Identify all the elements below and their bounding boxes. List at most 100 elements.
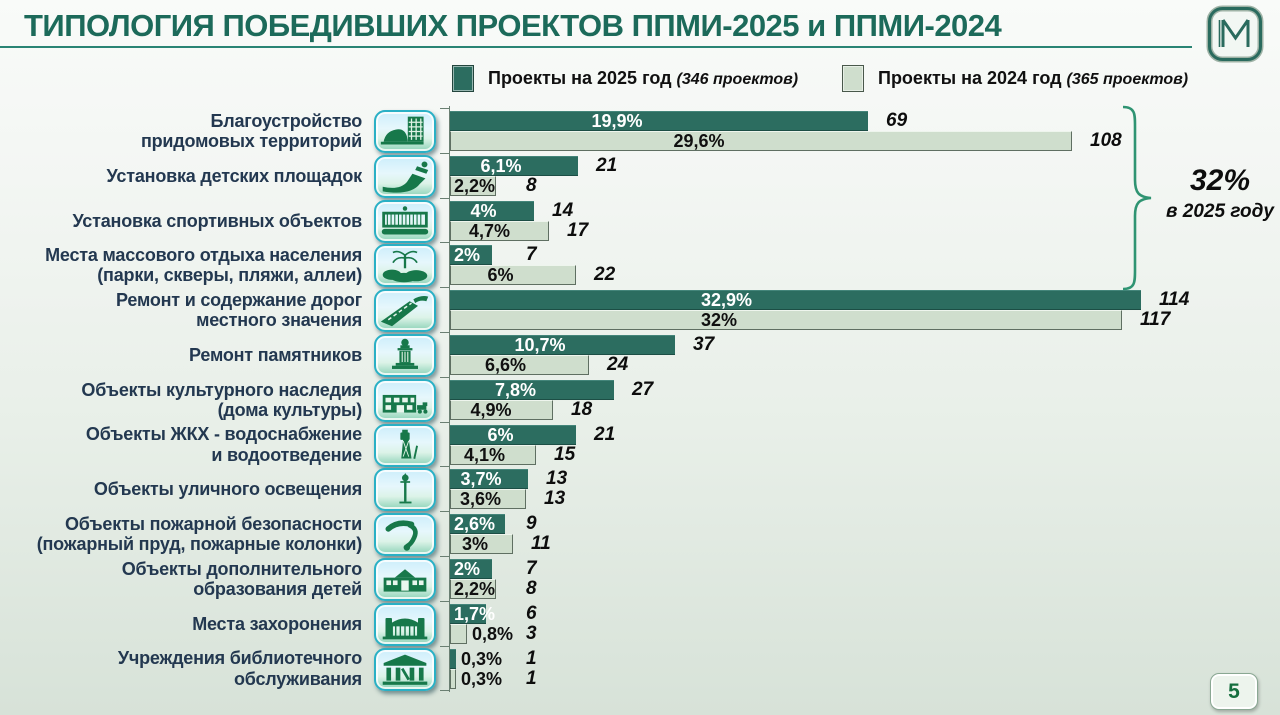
bar-light-row11 [450, 579, 496, 599]
axis-tick [440, 556, 450, 557]
bar-dark-row5 [450, 290, 1141, 311]
axis-tick [440, 242, 450, 244]
category-label: Благоустройство придомовых территорий [140, 110, 362, 151]
pct-label: 6,6% [484, 355, 527, 375]
legend-label-2024: Проекты на 2024 год (365 проектов) [878, 67, 1189, 88]
pct-label: 10,7% [514, 335, 566, 355]
page-number-badge: 5 [1210, 673, 1258, 710]
bar-dark-row10 [450, 514, 505, 535]
count-label: 13 [546, 468, 568, 490]
pct-label: 2% [454, 245, 481, 266]
count-label: 69 [886, 110, 908, 131]
pct-label: 3,7% [460, 469, 502, 490]
bar-light-row13 [450, 668, 456, 689]
axis-tick [440, 108, 450, 109]
pct-label: 29,6% [673, 131, 725, 151]
bar-dark-row12 [450, 603, 486, 624]
pct-label: 4,7% [468, 220, 511, 241]
category-label: Установка спортивных объектов [72, 210, 362, 231]
pct-label: 3% [461, 534, 488, 555]
monument-icon [392, 338, 418, 369]
count-label: 17 [567, 219, 589, 241]
education-building-icon [383, 569, 427, 592]
pct-label: 19,9% [591, 111, 643, 131]
count-label: 3 [526, 622, 537, 644]
bar-light-row4 [450, 265, 576, 286]
fire-safety-icon [385, 520, 418, 551]
street-lamp-icon [399, 473, 412, 504]
bar-dark-row8 [450, 424, 576, 445]
bar-dark-row2 [450, 155, 578, 176]
legend-item-2024: Проекты на 2024 год (365 проектов) [842, 64, 1188, 92]
pct-label: 0,3% [461, 668, 503, 689]
title-divider [0, 46, 1192, 48]
axis-tick [440, 690, 450, 692]
park-fountain-icon [382, 251, 428, 283]
bar-dark-row11 [450, 559, 492, 579]
count-label: 24 [607, 354, 629, 375]
count-label: 108 [1090, 130, 1122, 151]
axis-tick [440, 511, 450, 513]
playground-slide-icon [382, 161, 429, 193]
bar-dark-row13 [450, 648, 456, 669]
bar-light-row3 [450, 220, 549, 241]
count-label: 1 [526, 647, 537, 669]
count-label: 6 [526, 602, 537, 624]
culture-house-icon [382, 394, 428, 414]
count-label: 22 [594, 264, 616, 286]
pct-label: 2,2% [454, 175, 496, 196]
legend-swatch-2024 [842, 64, 864, 92]
axis-tick [440, 376, 450, 378]
bar-light-row7 [450, 399, 553, 420]
bar-light-row6 [450, 355, 589, 375]
category-label: Объекты пожарной безопасности (пожарный … [36, 514, 362, 555]
pct-label: 2,2% [454, 579, 496, 599]
category-label: Места захоронения [192, 613, 362, 634]
bar-light-row10 [450, 534, 513, 555]
pct-label: 32,9% [700, 290, 753, 311]
count-label: 21 [596, 154, 618, 176]
building-trees-icon [374, 110, 436, 153]
axis-tick [440, 332, 450, 333]
pct-label: 6% [487, 265, 514, 286]
axis-tick [440, 152, 450, 154]
bar-light-row1 [450, 131, 1072, 151]
fire-safety-icon [374, 513, 436, 557]
annotation-value: 32% [1189, 164, 1251, 197]
bar-dark-row4 [450, 245, 492, 266]
bar-light-row5 [450, 310, 1122, 331]
water-tower-icon [374, 423, 436, 467]
count-label: 21 [594, 423, 616, 445]
category-label: Объекты уличного освещения [93, 479, 362, 500]
road-icon [380, 296, 429, 327]
annotation-brace [1120, 103, 1156, 298]
count-label: 9 [526, 513, 537, 535]
count-label: 14 [552, 199, 574, 221]
category-label: Установка детских площадок [106, 165, 363, 186]
category-label: Объекты дополнительного образования дете… [121, 558, 362, 599]
pct-label: 7,8% [494, 379, 537, 400]
category-label: Места массового отдыха населения (парки,… [45, 245, 362, 286]
axis-tick [440, 645, 450, 647]
bar-dark-row9 [450, 469, 528, 490]
annotation-note: в 2025 году [1166, 201, 1274, 222]
pct-label: 2% [454, 559, 481, 579]
pct-label: 32% [700, 310, 738, 331]
monument-icon [374, 334, 436, 377]
axis-tick [440, 466, 450, 468]
bar-dark-row3 [450, 200, 534, 221]
count-label: 7 [526, 244, 537, 266]
pct-label: 4,1% [463, 444, 506, 465]
street-lamp-icon [374, 468, 436, 512]
count-label: 15 [554, 443, 576, 465]
count-label: 37 [693, 334, 715, 355]
pct-label: 4,9% [470, 399, 512, 420]
category-label: Учреждения библиотечного обслуживания [117, 648, 362, 689]
library-icon [374, 647, 436, 691]
category-label: Объекты культурного наследия (дома культ… [81, 379, 362, 420]
count-label: 18 [571, 398, 593, 420]
pct-label: 4% [470, 200, 497, 221]
chart-axis [449, 106, 450, 692]
